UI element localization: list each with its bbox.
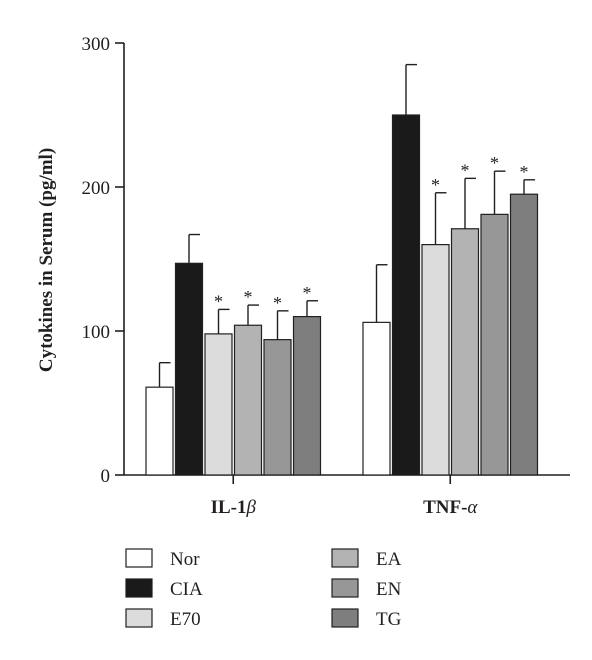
- significance-marker: *: [214, 291, 223, 311]
- significance-marker: *: [431, 175, 440, 195]
- bar-nor: [362, 321, 391, 476]
- y-tick-label: 0: [101, 466, 111, 487]
- bars: * * * * * * * *: [145, 63, 539, 476]
- legend-label: EA: [376, 549, 402, 570]
- legend-label: E70: [170, 609, 201, 630]
- bar-tg: [509, 193, 539, 476]
- legend-swatch-ea: [331, 548, 359, 568]
- category-name: IL-1: [211, 497, 247, 518]
- bar-cia: [174, 262, 204, 476]
- y-tick-label: 300: [82, 34, 111, 55]
- legend-label: CIA: [170, 579, 203, 600]
- bar-ea: [450, 228, 480, 476]
- category-greek-letter: α: [467, 497, 478, 518]
- bar-ea: [233, 324, 263, 476]
- legend-swatch-en: [331, 578, 359, 598]
- significance-marker: *: [461, 160, 470, 180]
- bar-e70: [204, 333, 233, 476]
- significance-marker: *: [303, 283, 312, 303]
- legend: Nor CIA E70 EA EN TG: [125, 548, 402, 630]
- significance-marker: *: [273, 293, 282, 313]
- legend-label: Nor: [170, 549, 200, 570]
- significance-marker: *: [520, 162, 529, 182]
- bar-tg: [292, 316, 322, 476]
- bar-nor: [145, 386, 174, 476]
- category-greek-letter: β: [245, 497, 256, 518]
- bar-en: [263, 339, 292, 476]
- x-category-label: IL-1β: [211, 497, 257, 518]
- significance-marker: *: [244, 287, 253, 307]
- y-tick-label: 100: [82, 322, 111, 343]
- category-name: TNF-: [423, 497, 467, 518]
- bar-e70: [421, 244, 450, 476]
- legend-swatch-nor: [125, 548, 153, 568]
- bar-cia: [391, 114, 421, 476]
- x-category-label: TNF-α: [423, 497, 478, 518]
- legend-swatch-cia: [125, 578, 153, 598]
- bar-en: [480, 213, 509, 476]
- legend-swatch-e70: [125, 608, 153, 628]
- axes: 0 100 200 300 IL-1β TNF-α: [82, 34, 570, 518]
- y-tick-label: 200: [82, 178, 111, 199]
- y-axis-title: Cytokines in Serum (pg/ml): [36, 148, 57, 372]
- legend-swatch-tg: [331, 608, 359, 628]
- legend-label: TG: [376, 609, 402, 630]
- significance-marker: *: [490, 153, 499, 173]
- legend-label: EN: [376, 579, 402, 600]
